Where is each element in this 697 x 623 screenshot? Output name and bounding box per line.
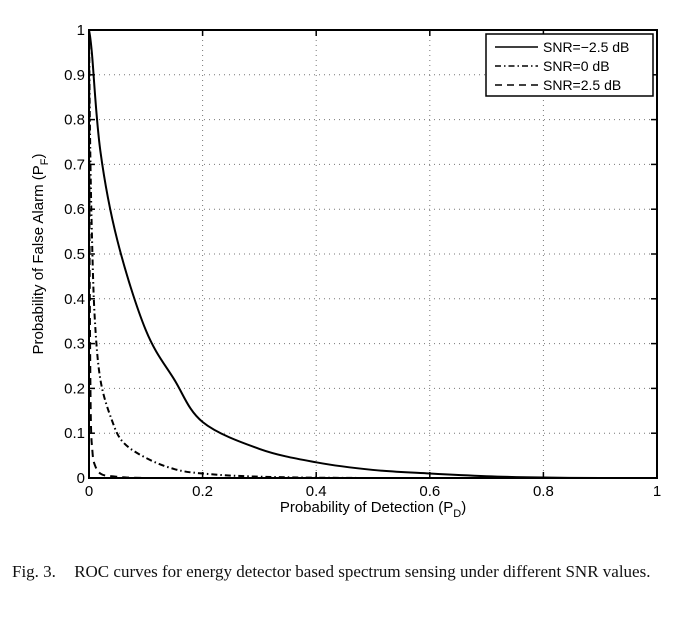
y-tick-label: 0.4 [64,291,85,308]
x-tick-label: 0.2 [192,483,213,500]
x-tick-label: 0.8 [533,483,554,500]
x-tick-label: 0.6 [419,483,440,500]
figure-caption: Fig. 3. ROC curves for energy detector b… [12,561,684,582]
x-tick-label: 0.4 [306,483,327,500]
y-tick-label: 0.3 [64,336,85,353]
grid-lines [89,30,657,478]
y-tick-label: 0.2 [64,380,85,397]
y-tick-label: 0.1 [64,425,85,442]
y-tick-label: 0.5 [64,246,85,263]
roc-chart: 0 0.2 0.4 0.6 0.8 1 0 0.1 0.2 0.3 0.4 0.5 0.6 0.7 0.8… [30,22,661,520]
y-tick-label: 1 [77,22,85,39]
y-tick-label: 0 [77,470,85,487]
legend: SNR=−2.5 dB SNR=0 dB SNR=2.5 dB [485,33,654,97]
caption-text: ROC curves for energy detector based spe… [74,562,651,581]
y-tick-label: 0.8 [64,112,85,129]
y-axis-label: Probability of False Alarm (PF) [30,154,51,355]
curve-snr-0db [88,29,657,480]
figure-label: Fig. 3. [12,562,56,581]
y-tick-label: 0.6 [64,201,85,218]
x-tick-label: 0 [85,483,93,500]
x-tick-labels: 0 0.2 0.4 0.6 0.8 1 [85,483,661,500]
legend-label-snr-neg2-5: SNR=−2.5 dB [543,39,629,55]
y-tick-label: 0.7 [64,156,85,173]
legend-label-snr-0: SNR=0 dB [543,58,610,74]
y-tick-label: 0.9 [64,67,85,84]
x-tick-label: 1 [653,483,661,500]
legend-label-snr-2-5: SNR=2.5 dB [543,77,621,93]
y-tick-labels: 0 0.1 0.2 0.3 0.4 0.5 0.6 0.7 0.8 0.9 1 [64,22,85,487]
x-axis-label: Probability of Detection (PD) [280,499,466,520]
